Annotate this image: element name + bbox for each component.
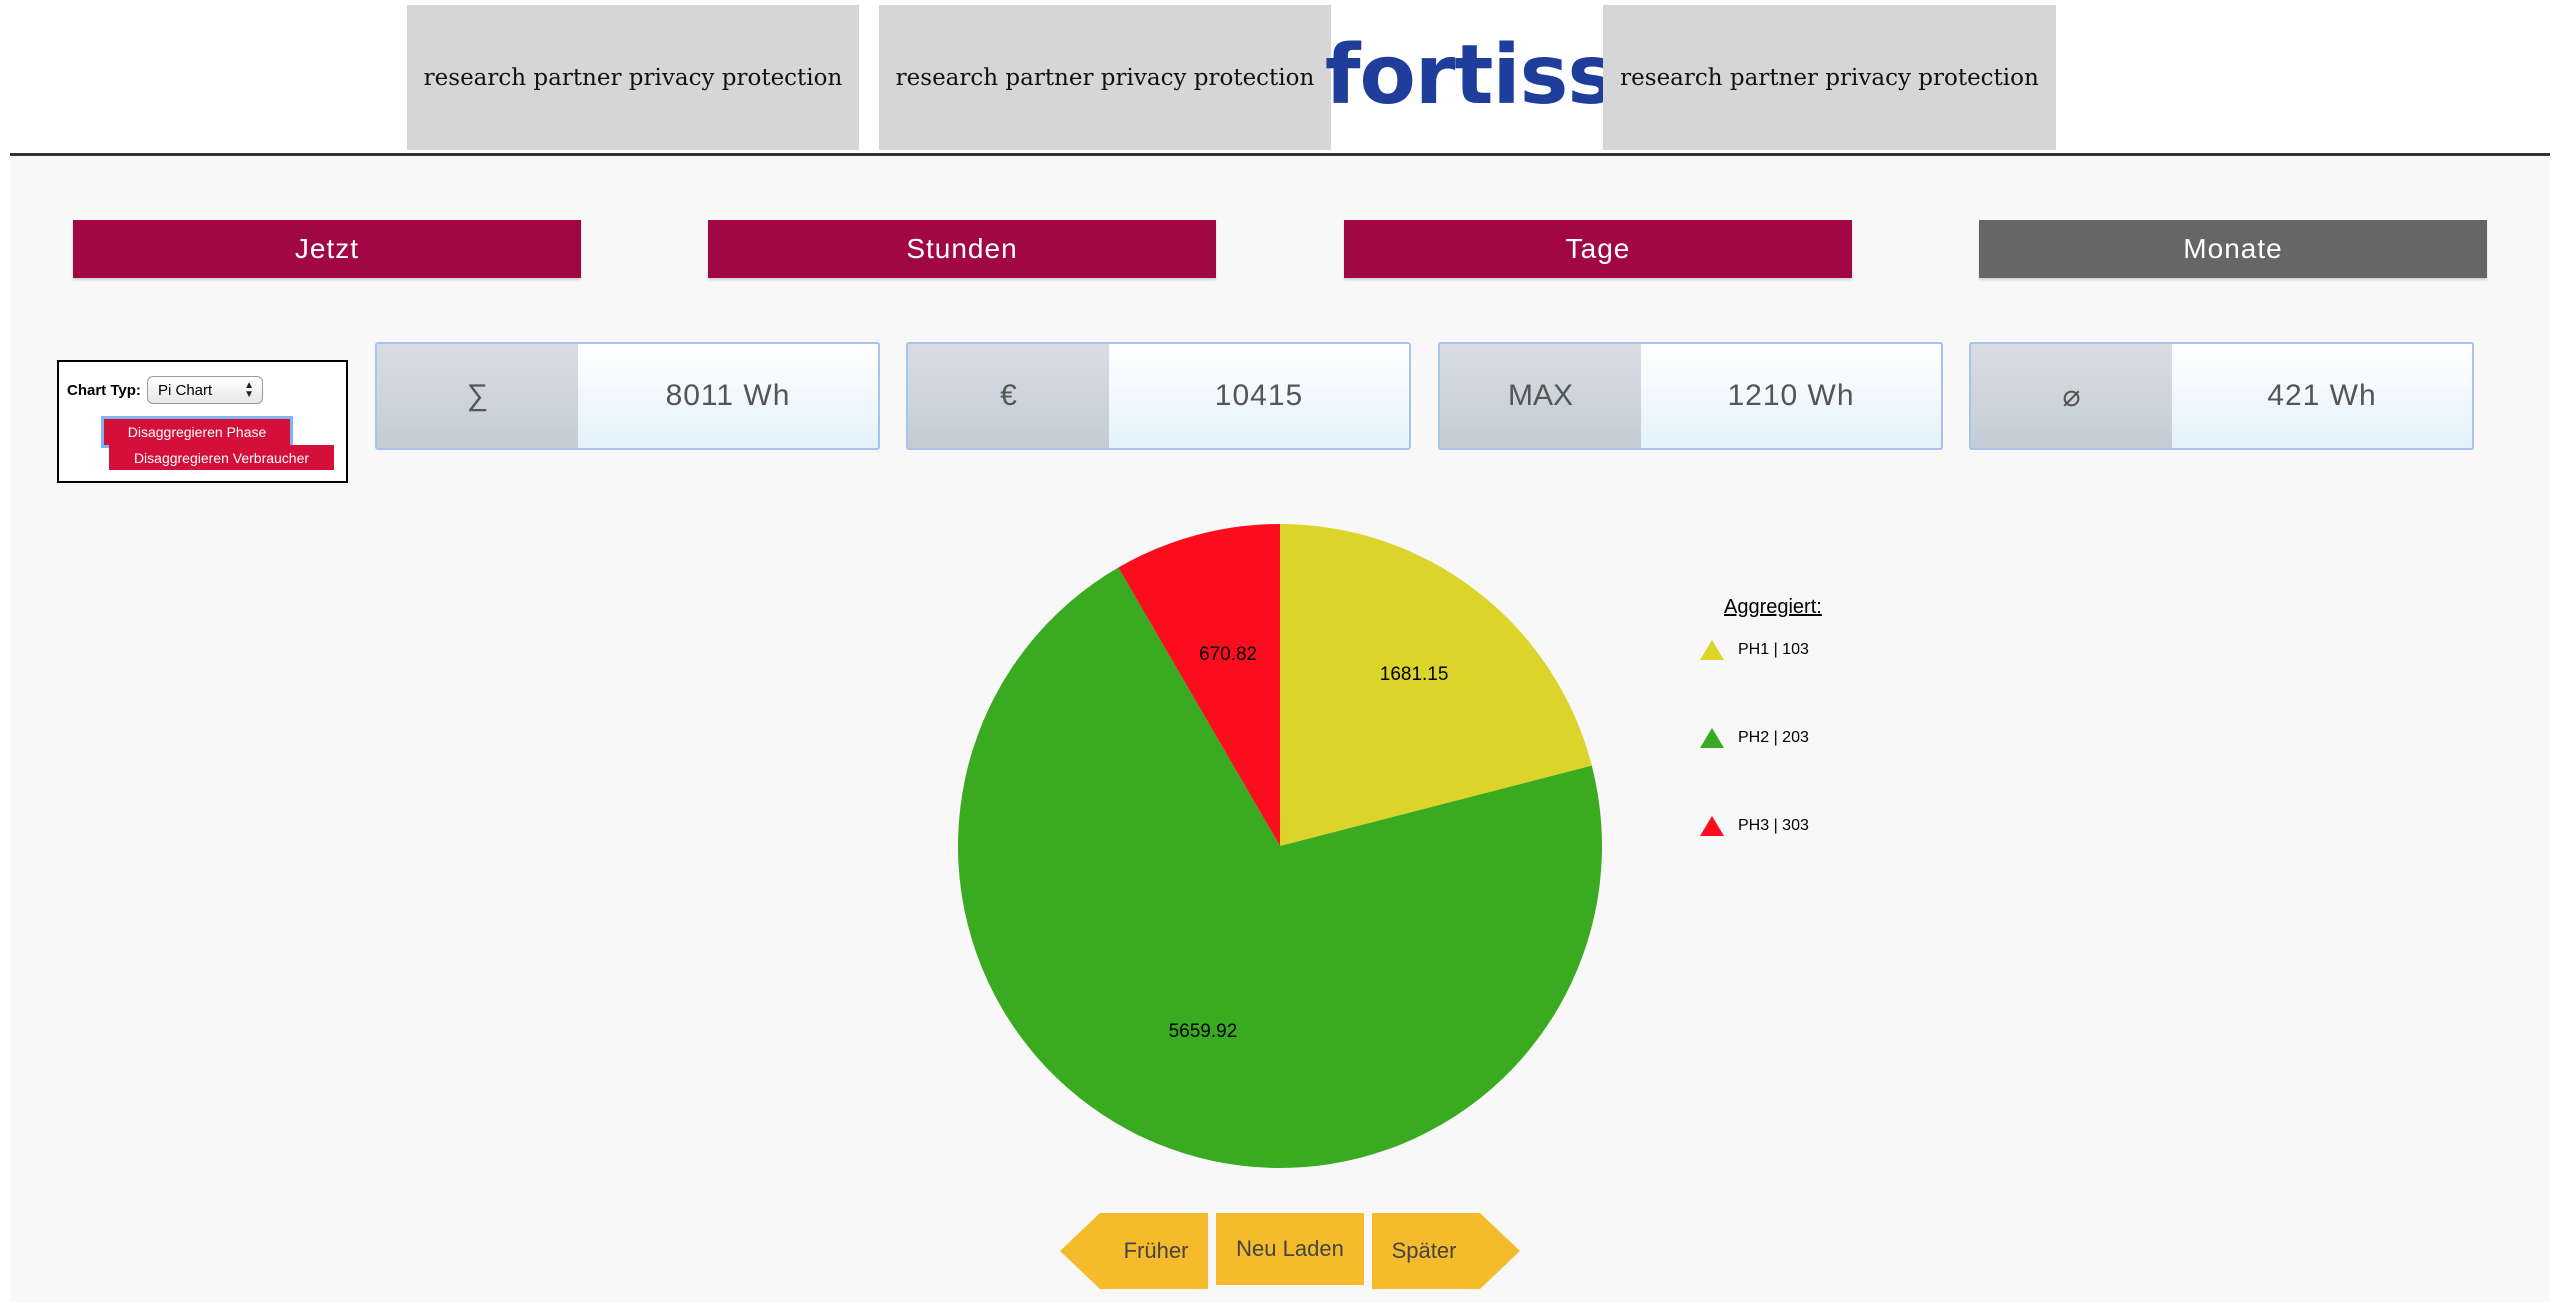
legend-item-ph3[interactable]: PH3 | 303: [1700, 816, 1809, 836]
stat-max: MAX 1210 Wh: [1438, 342, 1943, 450]
disaggregate-consumer-button[interactable]: Disaggregieren Verbraucher: [109, 445, 334, 470]
partner-banner-3[interactable]: research partner privacy protection: [1603, 5, 2056, 150]
euro-icon: €: [908, 344, 1109, 448]
pie-slice-ph1[interactable]: [1280, 524, 1592, 846]
earlier-button[interactable]: Früher: [1060, 1213, 1208, 1289]
pie-label-ph3: 670.82: [1199, 644, 1257, 665]
average-icon: ⌀: [1971, 344, 2172, 448]
stat-sum-value: 8011 Wh: [578, 344, 878, 448]
stat-cost: € 10415: [906, 342, 1411, 450]
pie-slice-ph2[interactable]: [958, 567, 1602, 1168]
partner-banner-2[interactable]: research partner privacy protection: [879, 5, 1331, 150]
stat-cost-value: 10415: [1109, 344, 1409, 448]
pie-chart[interactable]: 1681.15 5659.92 670.82: [950, 516, 1610, 1176]
legend-item-ph2[interactable]: PH2 | 203: [1700, 728, 1809, 748]
range-button-stunden[interactable]: Stunden: [708, 220, 1216, 278]
partner-banner-1[interactable]: research partner privacy protection: [407, 5, 859, 150]
fortiss-logo[interactable]: fortiss: [1324, 27, 1616, 123]
select-arrows-icon: ▲ ▼: [244, 380, 254, 400]
main-panel: Jetzt Stunden Tage Monate Chart Typ: Pi …: [10, 156, 2550, 1302]
stat-max-value: 1210 Wh: [1641, 344, 1941, 448]
stat-sum: ∑ 8011 Wh: [375, 342, 880, 450]
chart-control-box: Chart Typ: Pi Chart ▲ ▼ Disaggregieren Ph…: [57, 360, 348, 483]
legend-triangle-icon: [1700, 816, 1724, 836]
legend-title: Aggregiert:: [1724, 596, 1822, 618]
stat-average: ⌀ 421 Wh: [1969, 342, 2474, 450]
legend-triangle-icon: [1700, 640, 1724, 660]
pie-slice-ph3[interactable]: [1118, 524, 1280, 846]
legend-label-ph2: PH2 | 203: [1738, 729, 1809, 746]
stat-average-value: 421 Wh: [2172, 344, 2472, 448]
header: research partner privacy protection rese…: [0, 0, 2560, 156]
legend-label-ph3: PH3 | 303: [1738, 817, 1809, 834]
legend-item-ph1[interactable]: PH1 | 103: [1700, 640, 1809, 660]
pie-label-ph2: 5659.92: [1169, 1021, 1238, 1042]
disaggregate-phase-button[interactable]: Disaggregieren Phase: [101, 416, 293, 448]
chart-type-label: Chart Typ:: [67, 382, 141, 399]
range-button-jetzt[interactable]: Jetzt: [73, 220, 581, 278]
range-button-tage[interactable]: Tage: [1344, 220, 1852, 278]
stat-max-label: MAX: [1440, 344, 1641, 448]
legend-label-ph1: PH1 | 103: [1738, 641, 1809, 658]
range-button-monate[interactable]: Monate: [1979, 220, 2487, 278]
reload-button[interactable]: Neu Laden: [1216, 1213, 1364, 1285]
chart-type-value: Pi Chart: [158, 381, 213, 399]
legend-triangle-icon: [1700, 728, 1724, 748]
later-button[interactable]: Später: [1372, 1213, 1520, 1289]
chart-type-select[interactable]: Pi Chart ▲ ▼: [147, 376, 263, 404]
pie-label-ph1: 1681.15: [1380, 664, 1449, 685]
header-divider: [10, 153, 2550, 156]
sum-icon: ∑: [377, 344, 578, 448]
